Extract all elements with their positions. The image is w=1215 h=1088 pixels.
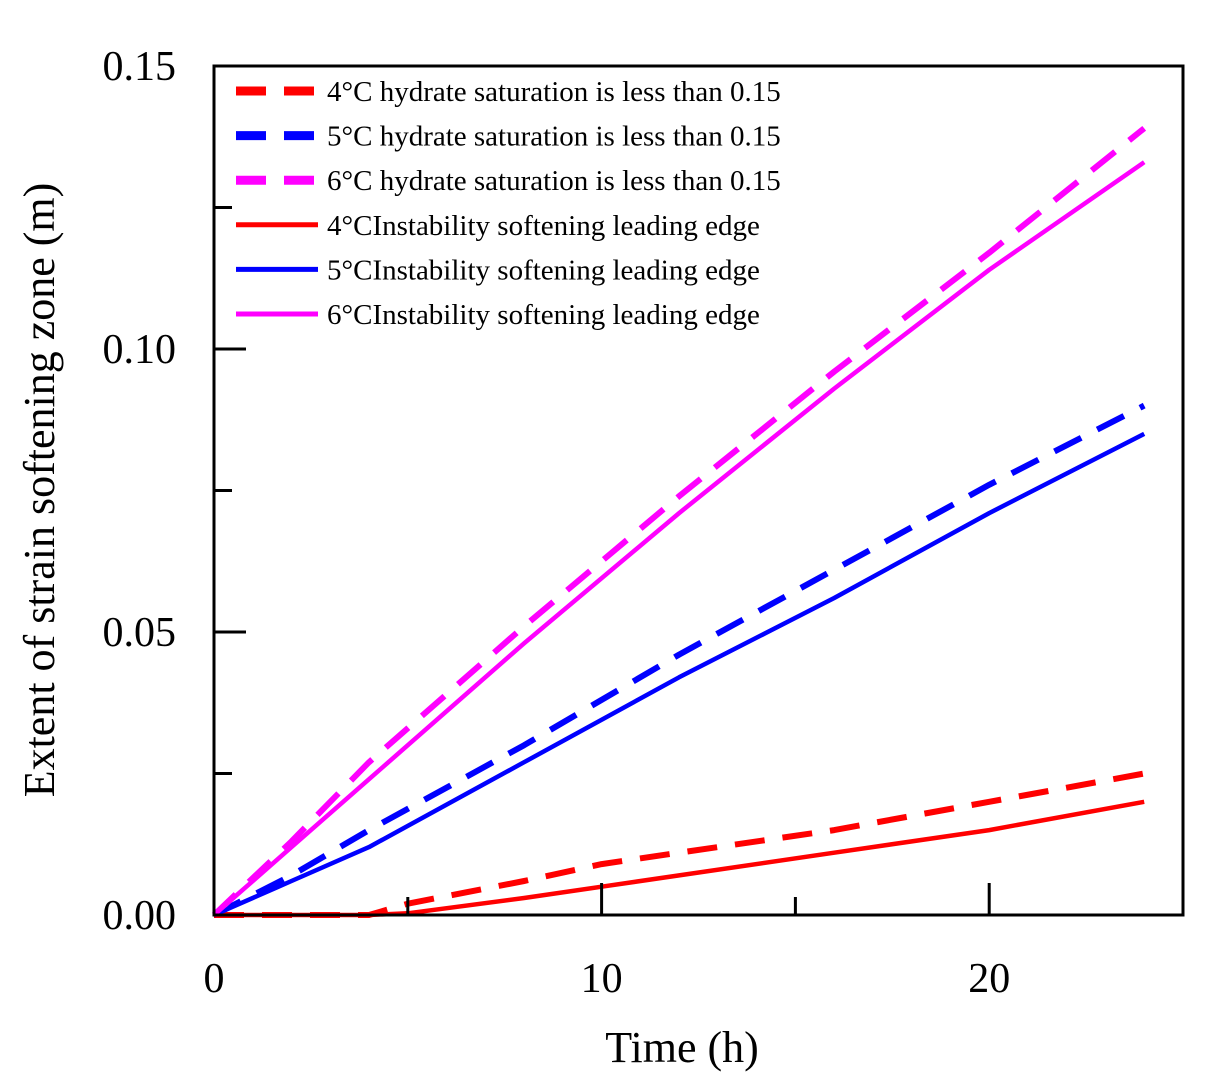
x-tick-label: 20	[968, 956, 1010, 1002]
legend-label-5: 5°CInstability softening leading edge	[327, 254, 760, 286]
series-line-6	[212, 160, 1146, 917]
legend-label-1: 4°C hydrate saturation is less than 0.15	[327, 76, 781, 108]
tick-layer: 0 10 20 0.00 0.05 0.10 0.15	[103, 44, 1011, 1002]
x-axis-title: Time (h)	[605, 1023, 759, 1072]
legend-label-6: 6°CInstability softening leading edge	[327, 299, 760, 331]
y-tick-label: 0.15	[103, 44, 177, 90]
legend-label-4: 4°CInstability softening leading edge	[327, 210, 760, 242]
legend-label-2: 5°C hydrate saturation is less than 0.15	[327, 121, 781, 153]
series-line-1	[214, 770, 1145, 918]
x-tick-label: 0	[204, 956, 225, 1002]
series-line-2	[212, 402, 1146, 918]
series-line-3	[211, 125, 1147, 918]
y-axis-title: Extent of strain softening zone (m)	[15, 183, 64, 798]
legend-label-3: 6°C hydrate saturation is less than 0.15	[327, 165, 781, 197]
y-tick-label: 0.00	[103, 893, 177, 939]
x-tick-label: 10	[581, 956, 623, 1002]
y-tick-label: 0.10	[103, 327, 177, 373]
legend: 4°C hydrate saturation is less than 0.15…	[236, 76, 781, 331]
series-line-5	[213, 431, 1146, 918]
y-tick-label: 0.05	[103, 610, 177, 656]
